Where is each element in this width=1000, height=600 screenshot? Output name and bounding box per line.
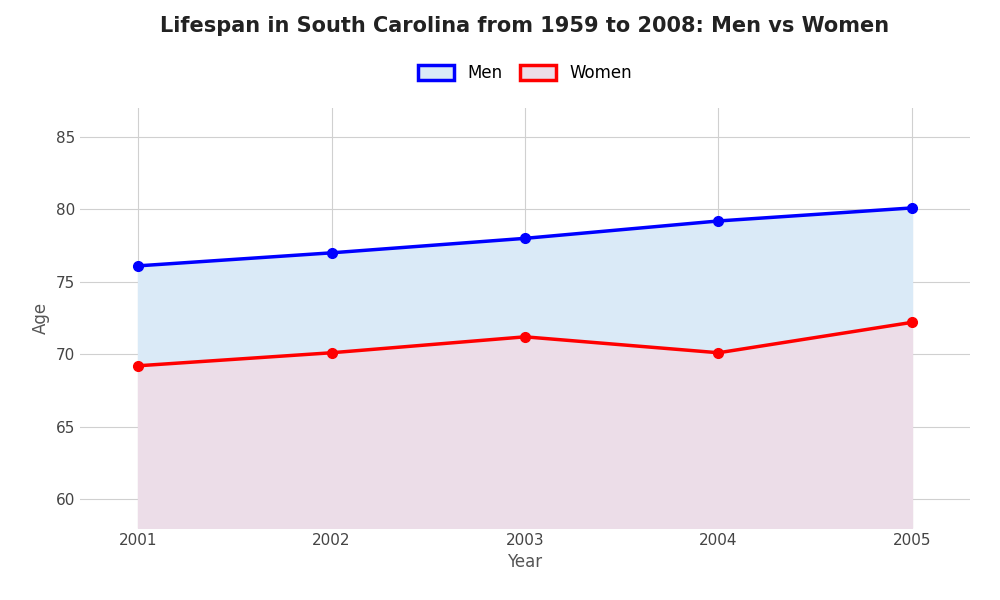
Y-axis label: Age: Age <box>32 302 50 334</box>
Title: Lifespan in South Carolina from 1959 to 2008: Men vs Women: Lifespan in South Carolina from 1959 to … <box>160 16 890 35</box>
Legend: Men, Women: Men, Women <box>411 58 639 89</box>
X-axis label: Year: Year <box>507 553 543 571</box>
